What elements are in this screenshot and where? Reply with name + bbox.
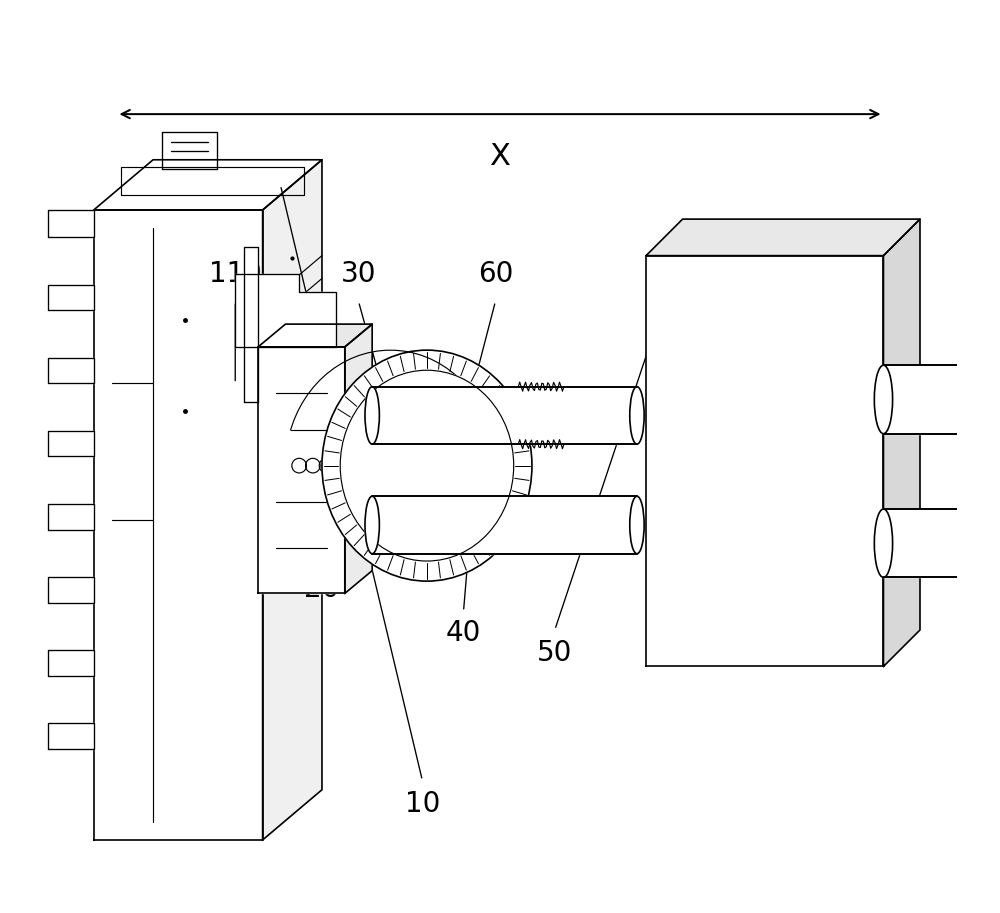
Polygon shape: [48, 723, 94, 749]
Polygon shape: [883, 365, 975, 434]
Ellipse shape: [966, 365, 984, 434]
Polygon shape: [48, 285, 94, 310]
Polygon shape: [48, 504, 94, 530]
Polygon shape: [883, 219, 920, 666]
Polygon shape: [646, 219, 920, 256]
Polygon shape: [372, 497, 637, 553]
Polygon shape: [345, 324, 372, 593]
Polygon shape: [48, 650, 94, 676]
Polygon shape: [235, 274, 336, 347]
Text: X: X: [490, 142, 510, 171]
Ellipse shape: [630, 497, 644, 553]
Ellipse shape: [322, 350, 532, 582]
Text: 50: 50: [537, 639, 572, 667]
Polygon shape: [94, 160, 322, 210]
Polygon shape: [48, 210, 94, 237]
Ellipse shape: [630, 387, 644, 445]
Ellipse shape: [966, 509, 984, 578]
Text: 10: 10: [405, 790, 440, 818]
Ellipse shape: [365, 497, 379, 553]
Text: 30: 30: [341, 259, 376, 288]
Polygon shape: [372, 387, 637, 444]
Polygon shape: [48, 431, 94, 456]
Polygon shape: [883, 509, 975, 578]
Text: 60: 60: [478, 259, 513, 288]
Polygon shape: [258, 324, 372, 347]
Polygon shape: [244, 247, 258, 402]
Polygon shape: [48, 577, 94, 603]
Text: 110: 110: [209, 259, 262, 288]
Ellipse shape: [340, 371, 514, 561]
Ellipse shape: [874, 509, 893, 578]
Ellipse shape: [874, 365, 893, 434]
Polygon shape: [263, 160, 322, 840]
Text: 40: 40: [446, 619, 481, 647]
Ellipse shape: [365, 387, 379, 445]
Polygon shape: [646, 256, 883, 666]
Polygon shape: [48, 358, 94, 383]
Polygon shape: [94, 210, 263, 840]
Polygon shape: [258, 347, 345, 593]
Text: 20: 20: [304, 575, 340, 603]
